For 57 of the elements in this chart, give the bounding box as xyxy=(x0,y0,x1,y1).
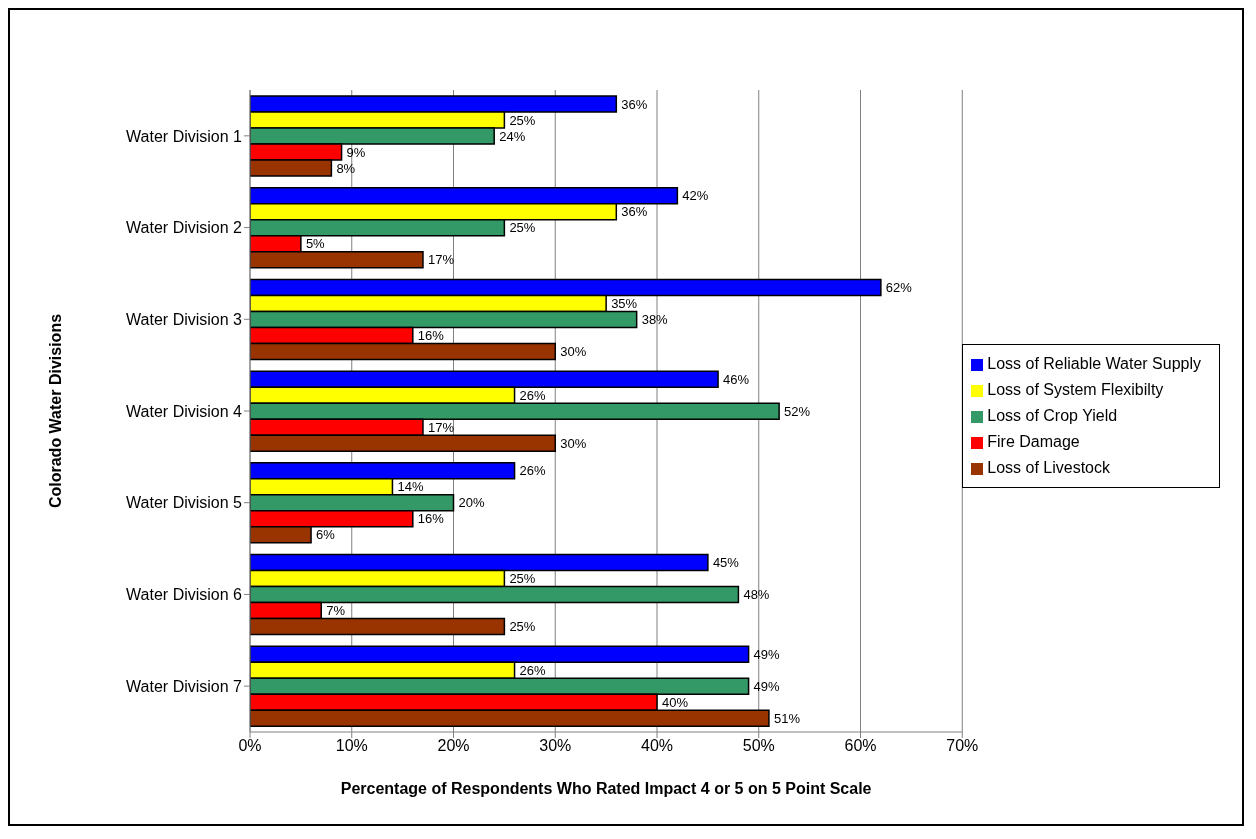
legend-label: Loss of Livestock xyxy=(987,459,1110,476)
x-tick-label: 10% xyxy=(335,737,368,755)
data-label: 17% xyxy=(427,252,455,268)
data-label: 25% xyxy=(509,220,536,236)
y-tick-label: Water Division 2 xyxy=(126,219,243,237)
data-label: 20% xyxy=(458,495,485,511)
data-label: 30% xyxy=(560,435,587,451)
data-label: 26% xyxy=(519,463,547,479)
y-axis-title: Colorado Water Divisions xyxy=(46,313,64,509)
data-label: 46% xyxy=(723,371,750,387)
data-label: 48% xyxy=(743,587,770,603)
y-tick-label: Water Division 7 xyxy=(126,677,243,695)
y-tick-label: Water Division 3 xyxy=(126,310,243,328)
data-label: 30% xyxy=(560,344,587,360)
data-label: 42% xyxy=(682,188,709,204)
data-label: 17% xyxy=(427,419,455,435)
y-tick-label: Water Division 4 xyxy=(126,402,243,420)
data-label: 9% xyxy=(346,144,366,160)
x-tick-label: 40% xyxy=(640,737,674,755)
legend-label: Fire Damage xyxy=(987,433,1080,450)
y-tick-label: Water Division 5 xyxy=(126,494,243,512)
data-label: 6% xyxy=(316,527,336,543)
legend-label: Loss of System Flexibilty xyxy=(987,381,1164,398)
data-label: 14% xyxy=(397,479,424,495)
data-label: 24% xyxy=(499,128,526,144)
x-tick-label: 20% xyxy=(437,737,470,755)
data-label: 49% xyxy=(753,646,781,662)
data-label: 52% xyxy=(784,403,811,419)
data-label: 26% xyxy=(519,662,547,678)
data-label: 7% xyxy=(326,603,346,619)
data-label: 40% xyxy=(662,694,689,710)
data-label: 51% xyxy=(773,710,801,726)
data-label: 62% xyxy=(885,280,913,296)
data-label: 36% xyxy=(621,96,648,112)
data-label: 49% xyxy=(753,678,781,694)
data-label: 16% xyxy=(417,328,445,344)
x-tick-label: 30% xyxy=(539,737,572,755)
data-label: 5% xyxy=(305,236,326,252)
data-label: 36% xyxy=(621,204,648,220)
x-tick-label: 50% xyxy=(742,737,775,755)
y-tick-label: Water Division 6 xyxy=(126,586,243,604)
x-tick-label: 0% xyxy=(238,737,262,755)
x-tick-label: 60% xyxy=(844,737,877,755)
legend-label: Loss of Reliable Water Supply xyxy=(987,355,1201,372)
data-label: 45% xyxy=(712,555,740,571)
data-label: 26% xyxy=(519,387,547,403)
y-tick-label: Water Division 1 xyxy=(126,127,243,145)
x-axis-title: Percentage of Respondents Who Rated Impact 4 or 5 on 5 Point Scale xyxy=(340,780,872,797)
data-label: 38% xyxy=(641,312,669,328)
x-tick-label: 70% xyxy=(946,737,979,755)
data-label: 8% xyxy=(336,160,356,176)
data-label: 25% xyxy=(509,112,536,128)
data-label: 25% xyxy=(509,619,536,635)
legend-label: Loss of Crop Yield xyxy=(987,407,1118,424)
data-label: 35% xyxy=(611,296,638,312)
data-label: 16% xyxy=(417,511,445,527)
data-label: 25% xyxy=(509,571,536,587)
